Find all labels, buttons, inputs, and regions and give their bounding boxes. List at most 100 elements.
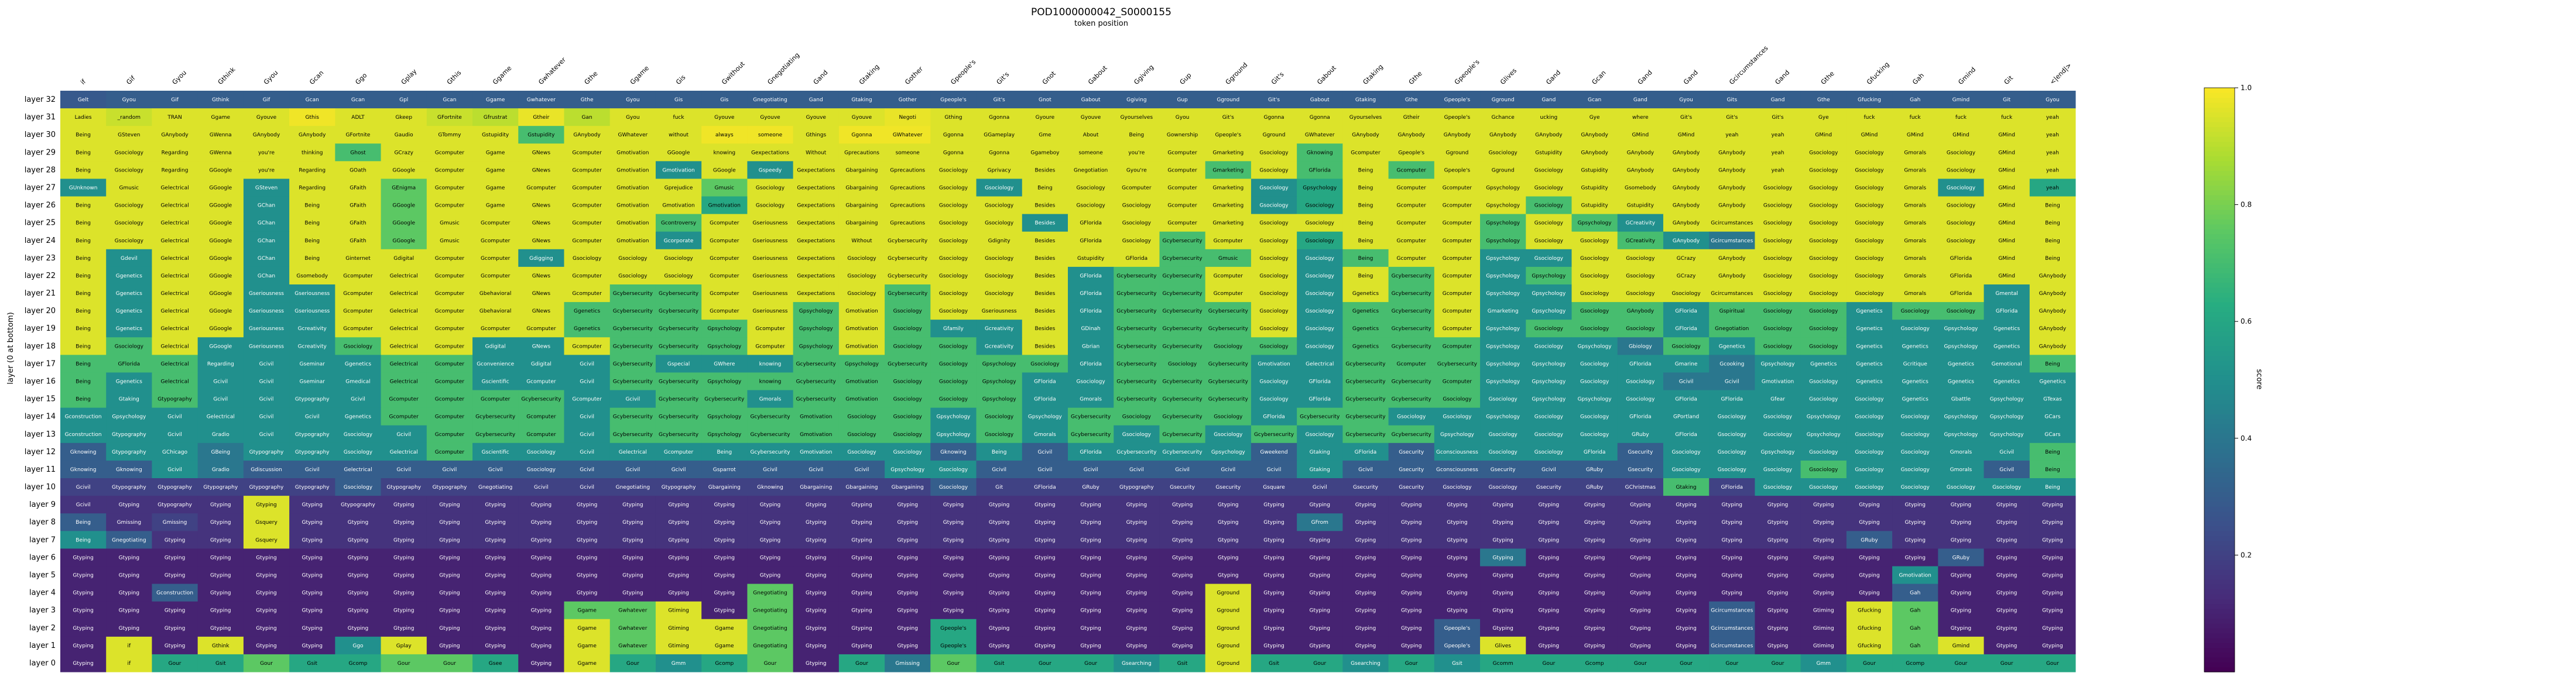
heatmap-cell: [609, 320, 656, 338]
cell-label: Gtyping: [1355, 555, 1376, 561]
heatmap-cell: [1846, 161, 1893, 179]
cell-label: Gtyping: [393, 537, 414, 543]
cell-label: Gtyping: [210, 573, 231, 579]
cell-label: Gcomputer: [435, 449, 465, 455]
cell-label: someone: [896, 150, 920, 156]
colorbar-segment: [2204, 613, 2235, 619]
cell-label: Gsociology: [1809, 308, 1838, 314]
cell-label: GChan: [258, 221, 275, 227]
heatmap-cell: [381, 302, 427, 320]
heatmap-cell: [2029, 249, 2076, 267]
cell-label: Gtyping: [989, 555, 1009, 561]
cell-label: Gtyping: [1034, 555, 1055, 561]
cell-label: Gsociology: [1901, 485, 1930, 490]
cell-label: fuck: [1955, 115, 1967, 121]
cell-label: Gtyping: [1584, 591, 1605, 596]
heatmap-cell: [838, 284, 885, 303]
cell-label: Gsociology: [1259, 150, 1289, 156]
heatmap-cell: [885, 320, 931, 338]
cell-label: Gtyping: [1172, 608, 1193, 614]
heatmap-cell: [60, 266, 107, 285]
cell-label: Gtyping: [119, 626, 139, 632]
heatmap-cell: [1938, 214, 1985, 232]
cell-label: GCreativity: [1626, 221, 1656, 227]
cell-label: Gsparrot: [713, 467, 736, 473]
colorbar-segment: [2204, 370, 2235, 376]
heatmap-cell: [1800, 249, 1847, 267]
cell-label: Gcybersecurity: [1162, 291, 1203, 297]
cell-label: Gtyping: [1401, 537, 1421, 543]
column-label: Gcan: [1591, 69, 1608, 86]
cell-label: Gsociology: [893, 449, 923, 455]
cell-label: Gfucking: [1858, 608, 1881, 614]
heatmap-cell: [1663, 179, 1710, 197]
cell-label: Gtyping: [1904, 555, 1925, 561]
cell-label: Gseriousness: [753, 273, 788, 279]
cell-label: Gtyping: [1584, 555, 1605, 561]
heatmap-cell: [1251, 231, 1297, 250]
colorbar-segment: [2204, 530, 2235, 536]
cell-label: yeah: [1771, 167, 1784, 173]
heatmap-cell: [1800, 126, 1847, 144]
cell-label: Gtyping: [393, 502, 414, 508]
cell-label: Gpsychology: [982, 361, 1017, 367]
heatmap-cell: [1022, 214, 1068, 232]
heatmap-cell: [381, 231, 427, 250]
cell-label: Gsociology: [1580, 379, 1609, 385]
cell-label: Gpsychology: [1578, 221, 1612, 227]
cell-label: Gtyping: [760, 555, 780, 561]
cell-label: GNews: [532, 150, 551, 156]
cell-label: Gsociology: [1855, 485, 1884, 490]
colorbar-segment: [2204, 414, 2235, 420]
heatmap-cell: [335, 108, 382, 126]
cell-label: Gtyping: [1996, 626, 2017, 632]
cell-label: GAnybody: [161, 132, 189, 138]
cell-label: Being: [76, 221, 91, 227]
heatmap-cell: [1297, 108, 1343, 126]
heatmap-cell: [1434, 266, 1481, 285]
cell-label: Gtyping: [1447, 520, 1467, 526]
cell-label: Gtyping: [851, 608, 872, 614]
cell-label: Ggenetics: [1902, 344, 1928, 349]
heatmap-cell: [197, 214, 244, 232]
heatmap-cell: [289, 284, 335, 303]
cell-label: Gtyping: [1859, 591, 1879, 596]
heatmap-cell: [701, 214, 748, 232]
heatmap-cell: [1984, 143, 2030, 162]
cell-label: Gelectrical: [619, 449, 647, 455]
cell-label: Gpsychology: [1990, 432, 2025, 438]
cell-label: Gcivil: [1725, 379, 1739, 385]
cell-label: Gtyping: [1172, 537, 1193, 543]
cell-label: Gsociology: [1580, 361, 1609, 367]
cell-label: Gcomp: [1906, 661, 1924, 667]
cell-label: Gsociology: [847, 449, 876, 455]
colorbar-segment: [2204, 166, 2235, 171]
heatmap-cell: [1663, 143, 1710, 162]
cell-label: Gsit: [1177, 661, 1188, 667]
heatmap-cell: [1984, 302, 2030, 320]
cell-label: Gtyping: [806, 608, 826, 614]
cell-label: Gelectrical: [160, 361, 189, 367]
cell-label: GWhatever: [893, 132, 923, 138]
cell-label: Gchance: [1491, 115, 1515, 121]
cell-label: Gsociology: [1763, 432, 1793, 438]
heatmap-cell: [1022, 231, 1068, 250]
cell-label: Gtypography: [1119, 485, 1154, 490]
cell-label: Ggenetics: [116, 379, 142, 385]
cell-label: Gknowing: [940, 449, 967, 455]
cell-label: Gtyping: [1126, 555, 1147, 561]
cell-label: Gsociology: [1306, 432, 1335, 438]
heatmap-cell: [747, 214, 794, 232]
cell-label: Gcreativity: [298, 326, 327, 332]
cell-label: Gcomputer: [1167, 167, 1197, 173]
cell-label: Gtyping: [714, 555, 735, 561]
heatmap-cell: [243, 126, 290, 144]
cell-label: Gcybersecurity: [750, 449, 790, 455]
cell-label: Gcivil: [1221, 467, 1235, 473]
heatmap-cell: [1480, 179, 1526, 197]
colorbar-segment: [2204, 321, 2235, 327]
colorbar-segment: [2204, 351, 2235, 356]
cell-label: Gtyping: [1584, 573, 1605, 579]
cell-label: Gtyping: [1904, 502, 1925, 508]
heatmap-cell: [655, 249, 702, 267]
